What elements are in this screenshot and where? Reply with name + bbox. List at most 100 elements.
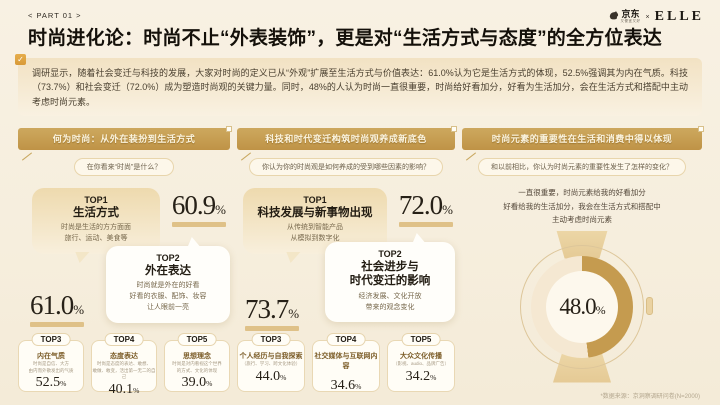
card-value: 34.2% — [388, 369, 454, 385]
top2-desc-line1: 经济发展、文化开放 — [358, 292, 422, 300]
desc-line1: 一直很重要，时尚元素给我的好看加分 — [518, 188, 646, 197]
card-number: 44.0 — [255, 368, 281, 384]
stat-card-top4: TOP4 态度表达 时尚是态度的表达、敢想、 敢做、敢变，活出第一无二的自己 4… — [91, 333, 157, 397]
top1-rank: TOP1 — [84, 195, 108, 205]
top2-percent-sign: % — [215, 202, 226, 217]
section2-cards: TOP3 个人经历与自我探索 （旅行、学习、跨文化体验） 44.0% TOP4 … — [237, 333, 455, 394]
card-value: 52.5% — [19, 375, 83, 391]
gold-underline — [245, 326, 300, 331]
card-caption-line1: （旅行、学习、跨文化体验） — [241, 361, 301, 366]
card-percent-sign: % — [430, 372, 437, 382]
gauge-value: 48.0% — [507, 231, 657, 383]
card-caption: （影视、audio、品牌广告） — [388, 361, 454, 368]
card-rank: TOP3 — [251, 333, 291, 346]
card-number: 34.6 — [330, 378, 356, 393]
gold-underline — [171, 222, 226, 227]
card-value: 39.0% — [165, 375, 229, 391]
top2-bubble: TOP2 社会进步与 时代变迁的影响 经济发展、文化开放 带来的观念变化 — [325, 233, 455, 323]
watch-gauge: 48.0% — [507, 230, 657, 383]
card-caption — [313, 371, 379, 377]
card-value: 34.6% — [313, 378, 379, 394]
top1-number-text: 61.0 — [30, 290, 74, 320]
top2-title-line1: 社会进步与 — [361, 261, 419, 273]
top2-value: 60.9% — [171, 190, 226, 227]
top1-number-text: 73.7 — [245, 294, 289, 324]
top1-desc-line2: 旅行、运动、美食等 — [64, 235, 128, 243]
card-caption-line1: （影视、audio、品牌广告） — [392, 361, 449, 366]
jd-subtitle: 又便宜又好 — [620, 19, 641, 24]
gauge-number: 48.0% — [559, 294, 605, 320]
top1-number: 61.0% — [30, 292, 84, 319]
card-percent-sign: % — [60, 379, 67, 389]
top2-bubble: TOP2 外在表达 时尚就是外在的好看 好看的衣服、配饰、妆容 让人眼前一亮 — [106, 237, 230, 323]
top2-percent-sign: % — [442, 202, 453, 217]
top2-title-line2: 时代变迁的影响 — [349, 275, 431, 288]
card-rank: TOP5 — [401, 333, 441, 346]
intro-text: 调研显示，随着社会变迁与科技的发展，大家对时尚的定义已从“外观”扩展至生活方式与… — [32, 68, 688, 107]
brand-logo: 京东 又便宜又好 × ELLE — [608, 8, 704, 26]
bubble-tail — [184, 237, 202, 248]
gold-underline — [30, 322, 85, 327]
card-number: 34.2 — [405, 368, 431, 384]
page-title: 时尚进化论：时尚不止“外表装饰”，更是对“生活方式与态度”的全方位表达 — [28, 28, 663, 49]
section2-question: 你认为你的时尚观是如何养成的受到哪些因素的影响？ — [249, 158, 443, 176]
jd-logo: 京东 又便宜又好 — [608, 8, 641, 26]
stat-card-top5: TOP5 大众文化传播 （影视、audio、品牌广告） 34.2% — [387, 333, 455, 392]
data-source-footnote: *数据来源：京洞察调研问卷(N=2000) — [600, 394, 700, 400]
section-what-is-fashion: 何为时尚：从外在装扮到生活方式 在你看来“时尚”是什么？ TOP1 生活方式 时… — [18, 126, 232, 400]
card-rank: TOP3 — [31, 333, 71, 346]
bubble-tail — [409, 233, 427, 244]
card-title: 社交媒体与互联网内容 — [314, 353, 378, 370]
top2-title: 社会进步与 时代变迁的影响 — [329, 260, 451, 289]
top1-desc-line1: 时尚是生活的方方面面 — [61, 224, 131, 232]
jd-name: 京东 — [621, 9, 640, 20]
top2-number-text: 72.0 — [398, 190, 443, 220]
top1-desc: 从传统到智能产品 从模拟到数字化 — [247, 223, 383, 245]
top1-title: 科技发展与新事物出现 — [257, 207, 373, 219]
watch-outer-ring — [520, 244, 644, 369]
top2-value: 72.0% — [398, 192, 453, 227]
top1-desc: 时尚是生活的方方面面 旅行、运动、美食等 — [36, 223, 156, 245]
card-value: 44.0% — [238, 369, 304, 385]
section1-banner: 何为时尚：从外在装扮到生活方式 — [18, 126, 232, 150]
section-how-fashion-view-formed: 科技和时代变迁构筑时尚观养成新底色 你认为你的时尚观是如何养成的受到哪些因素的影… — [237, 126, 457, 400]
top2-desc: 时尚就是外在的好看 好看的衣服、配饰、妆容 让人眼前一亮 — [110, 281, 226, 314]
section1-cards: TOP3 内在气质 时尚是自信、大方 由内而外散发出的气质 52.5% TOP4… — [18, 333, 230, 397]
card-rank: TOP4 — [104, 333, 144, 346]
section3-question: 和以前相比，你认为时尚元素的重要性发生了怎样的变化？ — [478, 158, 686, 176]
card-title: 态度表达 — [110, 353, 138, 360]
top2-number-text: 60.9 — [171, 190, 216, 220]
card-percent-sign: % — [206, 379, 213, 389]
watch-crown — [646, 296, 653, 315]
card-caption-line1: 时尚是自信、大方 — [33, 361, 69, 366]
card-rank: TOP4 — [326, 333, 366, 346]
card-caption-line1: 时尚是态度的表达、敢想、 — [97, 361, 151, 366]
stat-card-top4: TOP4 社交媒体与互联网内容 34.6% — [312, 333, 380, 394]
card-percent-sign: % — [133, 385, 140, 395]
card-caption-line2: 的方式、文化的体现 — [176, 367, 218, 373]
card-value: 40.1% — [92, 382, 156, 398]
card-caption-line2: 敢做、敢变，活出第一无二的自己 — [92, 367, 156, 380]
card-caption: 时尚是自信、大方 由内而外散发出的气质 — [19, 361, 83, 374]
gauge-ring — [531, 255, 633, 358]
top1-value: 73.7% — [245, 294, 300, 331]
section3-stats: 一直很重要，时尚元素给我的好看加分 好看给我的生活加分，我会在生活方式和搭配中 … — [462, 186, 702, 400]
section3-banner: 时尚元素的重要性在生活和消费中得以体现 — [462, 126, 704, 150]
top1-percent-sign: % — [73, 302, 85, 317]
bubble-tail — [72, 252, 90, 264]
jd-text: 京东 又便宜又好 — [621, 10, 641, 24]
top2-desc-line3: 让人眼前一亮 — [147, 304, 189, 312]
top2-desc-line2: 好看的衣服、配饰、妆容 — [129, 293, 207, 301]
card-title: 个人经历与自我探索 — [239, 353, 303, 360]
top2-number: 72.0% — [399, 192, 453, 219]
columns: 何为时尚：从外在装扮到生活方式 在你看来“时尚”是什么？ TOP1 生活方式 时… — [18, 126, 704, 400]
section2-stats: TOP1 科技发展与新事物出现 从传统到智能产品 从模拟到数字化 72.0% T… — [237, 180, 455, 394]
section3-description: 一直很重要，时尚元素给我的好看加分 好看给我的生活加分，我会在生活方式和搭配中 … — [462, 186, 702, 227]
logo-times-sign: × — [645, 13, 650, 21]
card-percent-sign: % — [355, 382, 362, 391]
section1-stats: TOP1 生活方式 时尚是生活的方方面面 旅行、运动、美食等 60.9% TOP… — [18, 180, 230, 397]
top1-percent-sign: % — [288, 306, 300, 321]
jd-dog-icon — [608, 8, 619, 26]
top1-desc-line1: 从传统到智能产品 — [287, 224, 343, 232]
card-number: 52.5 — [35, 375, 61, 391]
